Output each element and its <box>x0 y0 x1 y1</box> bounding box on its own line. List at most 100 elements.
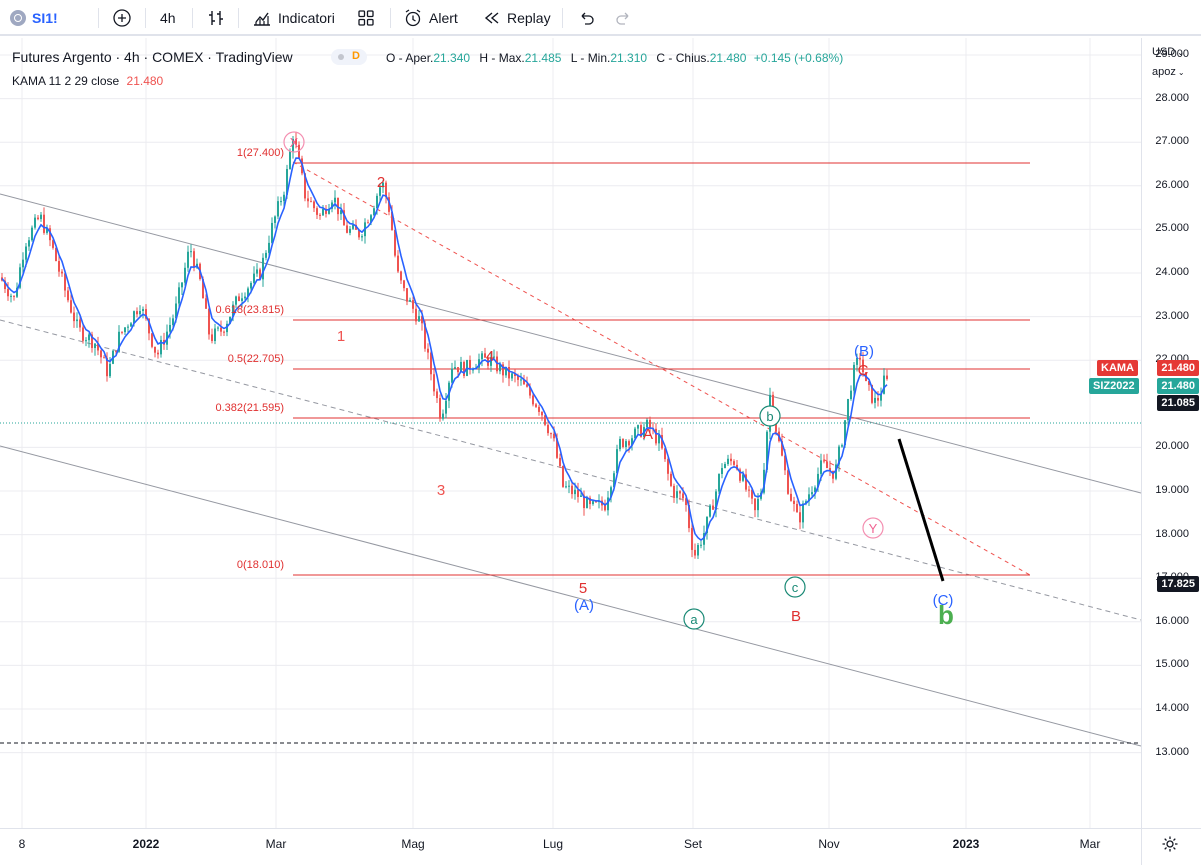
candle-body <box>394 230 396 256</box>
alert-button[interactable]: Alert <box>403 0 458 36</box>
candle-body <box>148 318 150 334</box>
candle-body <box>334 197 336 203</box>
compare-button[interactable] <box>112 0 132 36</box>
candle-body <box>853 364 855 391</box>
candle-body <box>406 288 408 302</box>
candle-body <box>775 418 777 432</box>
candle-body <box>823 460 825 462</box>
candle-body <box>280 201 282 203</box>
candle-body <box>238 296 240 301</box>
wave-y-circle <box>862 517 884 539</box>
wave-2-label: 2 <box>377 174 385 191</box>
price-tick: 28.000 <box>1155 91 1189 104</box>
divider <box>98 8 99 28</box>
kama-badge-label: KAMA <box>1097 360 1138 376</box>
low-label: L - Min. <box>570 51 611 65</box>
symbol-badge-label: SIZ2022 <box>1089 378 1139 394</box>
scale-mode-selector[interactable]: apoz ⌄ <box>1152 66 1185 78</box>
candle-body <box>64 273 66 291</box>
candle-body <box>523 379 525 385</box>
candle-body <box>874 397 876 403</box>
undo-button[interactable] <box>576 0 596 36</box>
chart-pane[interactable]: 1(27.400) 0.618(23.815) 0.5(22.705) 0.38… <box>0 38 1141 828</box>
time-tick: 2022 <box>132 837 160 851</box>
candle-body <box>256 269 258 274</box>
candle-body <box>340 210 342 215</box>
candle-body <box>859 357 861 360</box>
redo-button[interactable] <box>614 0 634 36</box>
projection-line[interactable] <box>897 438 945 582</box>
candle-body <box>667 459 669 474</box>
time-axis[interactable]: 8 2022 Mar Mag Lug Set Nov 2023 Mar <box>0 828 1141 865</box>
indicators-button[interactable]: Indicatori <box>252 0 335 36</box>
channel-upper-line[interactable] <box>0 193 1141 494</box>
candle-body <box>184 267 186 283</box>
chart-type-button[interactable] <box>206 0 226 36</box>
candle-body <box>676 491 678 498</box>
candle-body <box>142 309 144 312</box>
candle-body <box>58 261 60 272</box>
templates-button[interactable] <box>356 0 376 36</box>
indicator-legend[interactable]: KAMA 11 2 29 close 21.480 <box>12 74 163 88</box>
price-tick: 16.000 <box>1155 614 1189 627</box>
candle-body <box>187 251 189 268</box>
candle-body <box>622 439 624 448</box>
candle-body <box>253 273 255 283</box>
time-tick: Mar <box>265 837 287 851</box>
market-status-pill[interactable]: D <box>331 49 367 65</box>
interval-button[interactable]: 4h <box>160 0 176 36</box>
open-value: 21.340 <box>433 51 471 65</box>
candle-body <box>742 474 744 481</box>
currency-selector[interactable]: USD ⌄ <box>1152 46 1184 58</box>
fib-label-0618: 0.618(23.815) <box>216 304 285 316</box>
candle-body <box>793 500 795 504</box>
candle-body <box>478 359 480 368</box>
candle-body <box>139 311 141 315</box>
candle-body <box>784 455 786 471</box>
channel-lower-line[interactable] <box>0 445 1141 747</box>
candle-body <box>4 280 6 290</box>
candle-body <box>160 339 162 355</box>
gear-icon[interactable] <box>1161 835 1179 853</box>
trend-red-dashed-line[interactable] <box>292 161 1031 576</box>
candle-body <box>481 353 483 360</box>
candle-body <box>424 323 426 349</box>
candle-body <box>688 505 690 529</box>
symbol-search-button[interactable]: SI1! <box>10 0 58 36</box>
candle-body <box>580 495 582 497</box>
price-axis[interactable]: USD ⌄ apoz ⌄ 29.000 28.000 27.000 26.000 25.00… <box>1141 38 1201 828</box>
candle-body <box>835 464 837 479</box>
candle-body <box>691 528 693 550</box>
candle-body <box>538 406 540 412</box>
fibonacci-retracement[interactable] <box>293 162 1030 576</box>
candle-body <box>82 327 84 341</box>
kama-badge-value: 21.480 <box>1157 360 1199 376</box>
settings-corner[interactable] <box>1141 828 1201 865</box>
candle-body <box>790 493 792 501</box>
price-tick: 19.000 <box>1155 484 1189 496</box>
chart-canvas[interactable]: 1(27.400) 0.618(23.815) 0.5(22.705) 0.38… <box>0 38 1141 828</box>
price-tick: 14.000 <box>1155 702 1189 714</box>
candle-body <box>526 384 528 387</box>
candle-body <box>61 271 63 274</box>
divider <box>238 8 239 28</box>
candle-body <box>67 290 69 301</box>
price-badge-21085: 21.085 <box>1157 395 1199 411</box>
symbol-search-icon <box>10 10 26 26</box>
channel-middle-line[interactable] <box>0 319 1141 621</box>
candle-body <box>313 201 315 209</box>
candle-body <box>385 182 387 198</box>
wave-small-b-circle <box>759 405 781 427</box>
candle-body <box>586 497 588 509</box>
replay-button[interactable]: Replay <box>482 0 551 36</box>
candle-body <box>469 359 471 370</box>
candle-body <box>868 381 870 385</box>
candle-body <box>409 300 411 302</box>
candle-body <box>811 492 813 495</box>
candle-body <box>172 318 174 325</box>
candle-body <box>307 198 309 202</box>
candle-body <box>325 208 327 214</box>
candle-body <box>55 247 57 262</box>
candle-body <box>460 361 462 373</box>
candle-body <box>610 487 612 498</box>
